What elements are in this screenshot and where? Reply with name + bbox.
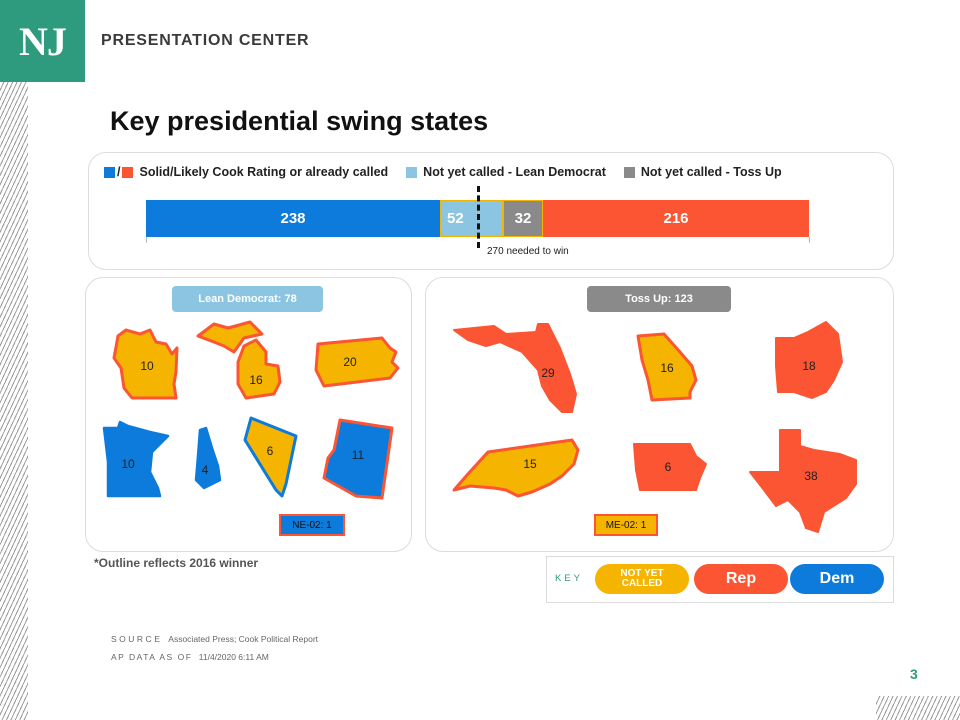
- ev-pennsylvania: 20: [343, 355, 357, 369]
- page-title: Key presidential swing states: [110, 106, 489, 136]
- page-number: 3: [910, 666, 918, 682]
- ev-wisconsin: 10: [140, 359, 154, 373]
- state-michigan: 16: [196, 320, 282, 400]
- state-arizona: 11: [322, 418, 394, 500]
- bar-segment-toss: 32: [503, 200, 543, 237]
- state-florida: 29: [453, 323, 577, 413]
- legend-lean: Not yet called - Lean Democrat: [406, 165, 606, 179]
- legend-slash: /: [117, 165, 121, 179]
- key-nyc-line1: NOT YET: [620, 568, 664, 579]
- bar-value-dem: 238: [280, 210, 306, 227]
- source-text: Associated Press; Cook Political Report: [168, 634, 319, 644]
- state-nevada: 6: [243, 416, 298, 498]
- bar-value-rep: 216: [663, 210, 689, 227]
- ev-north-carolina: 15: [523, 457, 537, 471]
- outline-footnote: *Outline reflects 2016 winner: [94, 556, 259, 570]
- lean-democrat-header: Lean Democrat: 78: [172, 286, 323, 312]
- logo-text: NJ: [19, 18, 67, 64]
- state-georgia: 16: [636, 332, 698, 402]
- bar-segment-dem: 238: [146, 200, 440, 237]
- bar-value-lean: 52: [447, 210, 464, 227]
- legend-lean-swatch: [406, 166, 418, 178]
- key-nyc-line2: CALLED: [621, 578, 663, 589]
- bar-segment-lean: 52: [440, 200, 503, 237]
- bar-tick-right: [809, 237, 810, 243]
- bar-value-toss: 32: [514, 210, 532, 227]
- ev-arizona: 11: [352, 448, 365, 462]
- state-north-carolina: 15: [452, 438, 580, 498]
- threshold-label: 270 needed to win: [487, 246, 569, 257]
- bar-segment-rep: 216: [543, 200, 809, 237]
- threshold-line: [477, 186, 480, 248]
- legend-solid: / Solid/Likely Cook Rating or already ca…: [104, 165, 388, 179]
- state-new-hampshire: 4: [194, 426, 222, 490]
- decorative-hatch-left: [0, 82, 28, 720]
- ev-iowa: 6: [665, 460, 672, 474]
- state-texas: 38: [749, 429, 857, 533]
- state-ohio: 18: [775, 321, 843, 399]
- ev-michigan: 16: [249, 373, 263, 387]
- asof-line: AP DATA AS OF 11/4/2020 6:11 AM: [111, 652, 269, 662]
- ev-florida: 29: [541, 366, 555, 380]
- ev-minnesota: 10: [121, 457, 135, 471]
- state-wisconsin: 10: [112, 328, 179, 400]
- state-iowa: 6: [633, 443, 707, 491]
- state-minnesota: 10: [102, 420, 170, 498]
- me-02-tag: ME-02: 1: [594, 514, 658, 536]
- key-dem: Dem: [790, 564, 884, 594]
- decorative-hatch-bottom-right: [876, 696, 960, 720]
- source-line: SOURCE Associated Press; Cook Political …: [111, 634, 318, 644]
- legend-dem-swatch: [104, 166, 115, 178]
- legend-toss-swatch: [623, 166, 635, 178]
- ne-02-tag: NE-02: 1: [279, 514, 345, 536]
- state-pennsylvania: 20: [314, 336, 400, 388]
- asof-value: 11/4/2020 6:11 AM: [198, 652, 269, 662]
- legend-lean-label: Not yet called - Lean Democrat: [423, 165, 606, 179]
- key-label: KEY: [555, 573, 584, 584]
- key-rep: Rep: [694, 564, 788, 594]
- toss-up-header: Toss Up: 123: [587, 286, 731, 312]
- brand-title: PRESENTATION CENTER: [101, 32, 310, 49]
- ev-texas: 38: [804, 469, 818, 483]
- bar-tick-left: [146, 237, 147, 243]
- legend-solid-label: Solid/Likely Cook Rating or already call…: [139, 165, 389, 179]
- chart-legend: / Solid/Likely Cook Rating or already ca…: [104, 164, 800, 180]
- ev-ohio: 18: [802, 359, 816, 373]
- ev-georgia: 16: [660, 361, 674, 375]
- key-not-yet-called: NOT YET CALLED: [595, 564, 689, 594]
- source-label: SOURCE: [111, 634, 163, 644]
- ev-nevada: 6: [267, 444, 274, 458]
- asof-label: AP DATA AS OF: [111, 652, 193, 662]
- legend-toss-label: Not yet called - Toss Up: [640, 165, 782, 179]
- nj-logo: NJ: [0, 0, 85, 82]
- ev-new-hampshire: 4: [202, 463, 209, 477]
- legend-rep-swatch: [122, 166, 134, 178]
- legend-toss: Not yet called - Toss Up: [623, 165, 782, 179]
